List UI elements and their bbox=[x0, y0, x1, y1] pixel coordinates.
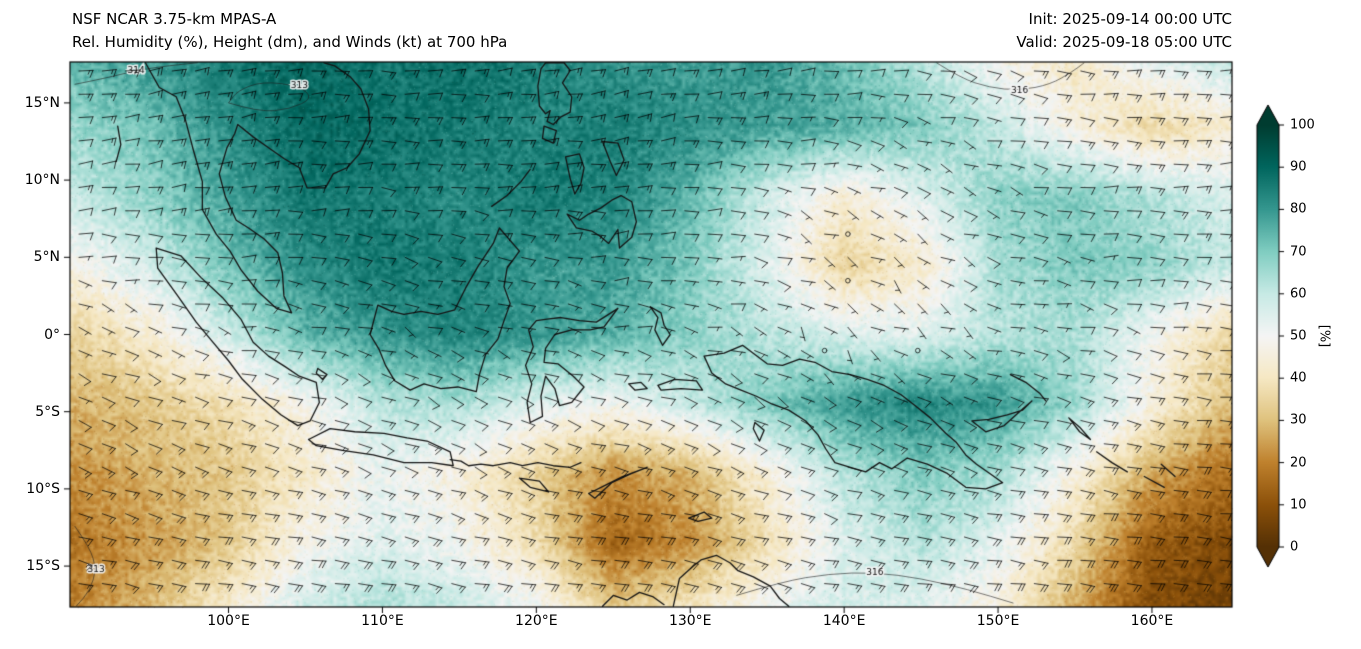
colorbar-unit-label: [%] bbox=[1316, 324, 1332, 348]
valid-time: Valid: 2025-09-18 05:00 UTC bbox=[1016, 33, 1232, 51]
product-subtitle: Rel. Humidity (%), Height (dm), and Wind… bbox=[72, 33, 508, 51]
model-title: NSF NCAR 3.75-km MPAS-A bbox=[72, 10, 277, 28]
init-time: Init: 2025-09-14 00:00 UTC bbox=[1028, 10, 1232, 28]
